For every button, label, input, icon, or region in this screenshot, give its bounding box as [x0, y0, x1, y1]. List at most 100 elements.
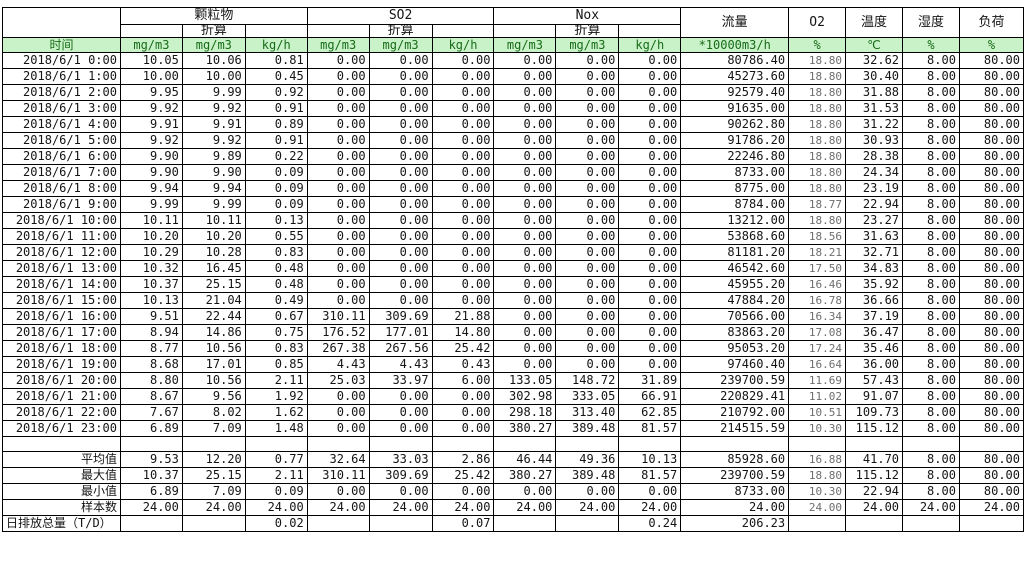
value-cell: 31.89: [618, 372, 682, 389]
value-cell: 80.00: [958, 228, 1024, 245]
data-row: 2018/6/1 5:00 9.92 9.92 0.91 0.00 0.00 0.00 0.0…: [2, 132, 1024, 149]
value-cell: 31.22: [845, 116, 904, 133]
value-cell: 80.00: [958, 52, 1024, 69]
value-cell: 9.53: [119, 451, 183, 468]
value-cell: 8.00: [902, 244, 960, 261]
value-cell: 0.00: [555, 260, 620, 277]
value-cell: 36.47: [845, 324, 904, 341]
value-cell: 8.00: [902, 388, 960, 405]
summary-label-cell: 最大值: [2, 467, 121, 484]
value-cell: 81181.20: [680, 244, 790, 261]
unit-cell-humidity: %: [902, 37, 960, 53]
value-cell: 0.00: [618, 356, 682, 373]
value-cell: 85928.60: [680, 451, 790, 468]
value-cell: 0.00: [368, 244, 433, 261]
value-cell: 0.00: [431, 260, 495, 277]
value-cell: 22.94: [845, 196, 904, 213]
data-row: 2018/6/1 22:00 7.67 8.02 1.62 0.00 0.00 0.00 29…: [2, 404, 1024, 421]
empty-cell: [119, 436, 183, 452]
value-cell: 70566.00: [680, 308, 790, 325]
data-row: 2018/6/1 16:00 9.51 22.44 0.67 310.11 309.69 2…: [2, 308, 1024, 325]
value-cell: 0.00: [306, 116, 370, 133]
value-cell: 0.00: [555, 324, 620, 341]
value-cell: 14.86: [181, 324, 246, 341]
value-cell: 0.00: [555, 100, 620, 117]
value-cell: 10.05: [119, 52, 183, 69]
value-cell: 0.00: [493, 308, 557, 325]
value-cell: 0.00: [306, 388, 370, 405]
value-cell: 2.86: [431, 451, 495, 468]
value-cell: 17.50: [788, 260, 847, 277]
value-cell: 0.00: [306, 212, 370, 229]
time-cell: 2018/6/1 16:00: [2, 308, 121, 325]
data-row: 2018/6/1 1:00 10.00 10.00 0.45 0.00 0.00 0.00 0…: [2, 68, 1024, 85]
value-cell: 8.00: [902, 324, 960, 341]
value-cell: 0.00: [493, 212, 557, 229]
unit-cell: mg/m3: [306, 37, 370, 53]
unit-cell: mg/m3: [555, 37, 620, 53]
value-cell: 80.00: [958, 451, 1024, 468]
value-cell: [306, 515, 370, 532]
table-body: 2018/6/1 0:00 10.05 10.06 0.81 0.00 0.00 0.00 0…: [2, 52, 1024, 532]
time-cell: 2018/6/1 12:00: [2, 244, 121, 261]
value-cell: 80.00: [958, 196, 1024, 213]
header-humidity: 湿度: [902, 7, 960, 38]
value-cell: 9.90: [119, 148, 183, 165]
value-cell: 34.83: [845, 260, 904, 277]
value-cell: 10.32: [119, 260, 183, 277]
value-cell: 0.00: [368, 388, 433, 405]
value-cell: 0.00: [431, 84, 495, 101]
value-cell: 80.00: [958, 68, 1024, 85]
value-cell: 10.06: [181, 52, 246, 69]
summary-row: 最小值 6.89 7.09 0.09 0.00 0.00 0.00 0.00 0.00 0.00 8…: [2, 483, 1024, 500]
value-cell: 6.89: [119, 420, 183, 437]
value-cell: 0.00: [555, 180, 620, 197]
value-cell: 18.80: [788, 116, 847, 133]
value-cell: 0.00: [618, 196, 682, 213]
value-cell: 0.91: [244, 100, 308, 117]
value-cell: 0.00: [555, 292, 620, 309]
value-cell: 0.00: [555, 84, 620, 101]
value-cell: 8.00: [902, 404, 960, 421]
value-cell: 0.00: [431, 132, 495, 149]
value-cell: 21.04: [181, 292, 246, 309]
value-cell: 32.64: [306, 451, 370, 468]
time-column-header: 时间: [2, 37, 121, 53]
time-cell: 2018/6/1 0:00: [2, 52, 121, 69]
value-cell: 46.44: [493, 451, 557, 468]
value-cell: 0.00: [306, 100, 370, 117]
value-cell: 0.00: [555, 276, 620, 293]
empty-cell: [244, 24, 308, 38]
data-row: 2018/6/1 17:00 8.94 14.86 0.75 176.52 177.01 1…: [2, 324, 1024, 341]
value-cell: 0.92: [244, 84, 308, 101]
unit-cell: mg/m3: [493, 37, 557, 53]
value-cell: 24.00: [958, 499, 1024, 516]
value-cell: 49.36: [555, 451, 620, 468]
value-cell: 0.00: [368, 100, 433, 117]
unit-cell: kg/h: [431, 37, 495, 53]
value-cell: 0.00: [618, 308, 682, 325]
value-cell: 31.88: [845, 84, 904, 101]
summary-row: 平均值 9.53 12.20 0.77 32.64 33.03 2.86 46.44 49.36…: [2, 451, 1024, 468]
value-cell: 24.00: [493, 499, 557, 516]
value-cell: 1.62: [244, 404, 308, 421]
data-row: 2018/6/1 7:00 9.90 9.90 0.09 0.00 0.00 0.00 0.0…: [2, 164, 1024, 181]
value-cell: 0.09: [244, 483, 308, 500]
value-cell: 0.00: [618, 52, 682, 69]
value-cell: 97460.40: [680, 356, 790, 373]
value-cell: 8775.00: [680, 180, 790, 197]
value-cell: 80.00: [958, 116, 1024, 133]
value-cell: 9.92: [119, 132, 183, 149]
value-cell: 0.83: [244, 244, 308, 261]
value-cell: 0.00: [306, 132, 370, 149]
value-cell: 18.80: [788, 52, 847, 69]
value-cell: 0.00: [306, 148, 370, 165]
value-cell: 80.00: [958, 276, 1024, 293]
value-cell: 18.21: [788, 244, 847, 261]
value-cell: [902, 515, 960, 532]
value-cell: [845, 515, 904, 532]
value-cell: 8.02: [181, 404, 246, 421]
value-cell: 0.00: [493, 244, 557, 261]
value-cell: 32.71: [845, 244, 904, 261]
value-cell: 24.00: [181, 499, 246, 516]
